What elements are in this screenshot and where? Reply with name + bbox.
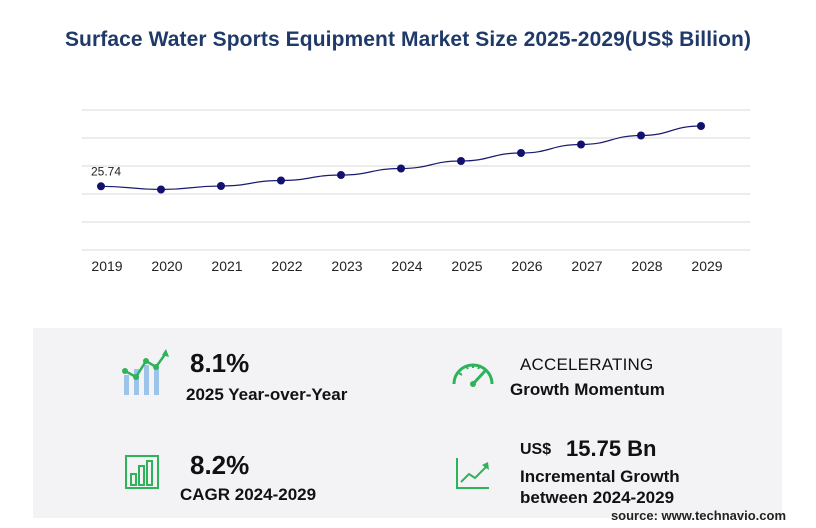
chart-grid [82, 109, 750, 251]
yoy-value: 8.1% [190, 348, 250, 378]
incr-value: 15.75 Bn [566, 436, 657, 461]
data-point-2026 [517, 149, 525, 157]
data-point-2025 [457, 157, 465, 165]
x-tick-label: 2026 [511, 258, 542, 274]
data-point-2021 [217, 182, 225, 190]
data-point-2027 [577, 140, 585, 149]
data-point-2022 [277, 176, 285, 185]
incr-label-line2: between 2024-2029 [520, 488, 675, 507]
momentum-value: ACCELERATING [520, 355, 654, 374]
x-tick-label: 2021 [211, 258, 242, 274]
series-line [100, 125, 702, 191]
data-point-2019 [97, 182, 105, 191]
data-point-2024 [397, 164, 405, 173]
x-tick-label: 2023 [331, 258, 362, 274]
chart-title: Surface Water Sports Equipment Market Si… [64, 28, 752, 51]
yoy-label: 2025 Year-over-Year [186, 385, 348, 404]
x-tick-label: 2025 [451, 258, 482, 274]
data-label: 25.74 [91, 164, 121, 178]
bar-chart-icon [125, 455, 159, 489]
data-point-2023 [337, 171, 345, 179]
data-labels: 25.74 [91, 164, 121, 178]
x-tick-label: 2027 [571, 258, 602, 274]
x-tick-label: 2020 [151, 258, 182, 274]
line-chart: 2019 2020 2021 2022 2023 2024 2025 2026 2027 2028… [82, 109, 750, 274]
x-tick-label: 2022 [271, 258, 302, 274]
x-tick-label: 2029 [691, 258, 722, 274]
bar-line-growth-icon [122, 349, 169, 395]
cagr-value: 8.2% [190, 450, 250, 480]
incr-label-line1: Incremental Growth [520, 467, 680, 486]
source-note: source: www.technavio.com [610, 508, 786, 523]
speedometer-icon [452, 363, 494, 387]
momentum-label: Growth Momentum [510, 380, 665, 399]
x-tick-label: 2019 [91, 258, 122, 274]
cagr-label: CAGR 2024-2029 [180, 485, 317, 504]
x-tick-label: 2024 [391, 258, 422, 274]
trend-up-icon [456, 458, 489, 489]
series-markers [97, 122, 705, 194]
data-point-2020 [157, 185, 165, 194]
data-point-2029 [697, 122, 705, 130]
incr-currency: US$ [520, 441, 552, 458]
x-tick-label: 2028 [631, 258, 662, 274]
x-axis-ticks: 2019 2020 2021 2022 2023 2024 2025 2026 2027 2028… [91, 258, 722, 274]
data-point-2028 [637, 131, 645, 140]
